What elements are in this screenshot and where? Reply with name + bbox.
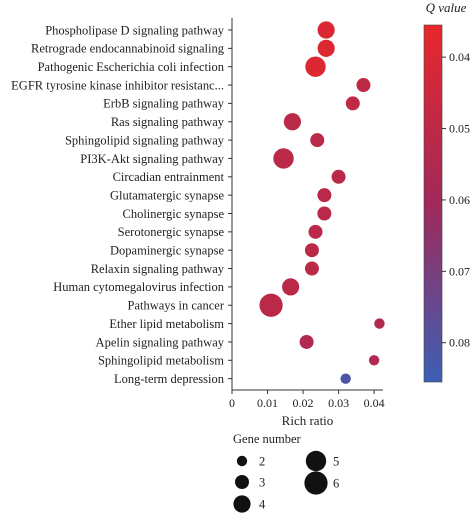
category-label: EGFR tyrosine kinase inhibitor resistanc… [11, 78, 224, 92]
category-label: Apelin signaling pathway [96, 335, 225, 349]
colorbar-gradient [423, 24, 443, 383]
x-tick-label: 0.01 [257, 396, 278, 410]
x-tick-label: 0.04 [364, 396, 385, 410]
x-tick-label: 0 [229, 396, 235, 410]
category-label: Ether lipid metabolism [109, 317, 224, 331]
category-label: Long-term depression [114, 372, 225, 386]
category-label: Pathways in cancer [128, 299, 225, 313]
colorbar-tick-label: 0.07 [449, 264, 470, 278]
category-label: Phospholipase D signaling pathway [45, 23, 225, 37]
colorbar-tick-label: 0.04 [449, 50, 470, 64]
size-legend-label: 3 [259, 476, 265, 490]
colorbar-tick-label: 0.05 [449, 122, 470, 136]
size-legend-marker [233, 495, 251, 513]
x-tick-label: 0.03 [328, 396, 349, 410]
size-legend: Gene number 2 3 4 5 6 [233, 432, 339, 513]
plot-area [228, 18, 383, 391]
data-point [308, 224, 323, 239]
size-legend-title: Gene number [233, 432, 302, 446]
data-point [282, 278, 300, 296]
category-label: Glutamatergic synapse [110, 188, 224, 202]
data-point [304, 261, 319, 276]
x-tick-label: 0.02 [293, 396, 314, 410]
category-labels: Phospholipase D signaling pathway Retrogr… [11, 23, 225, 386]
x-axis: 0 0.01 0.02 0.03 0.04 [229, 390, 385, 410]
size-legend-marker [304, 471, 328, 495]
category-label: Circadian entrainment [113, 170, 225, 184]
size-legend-label: 2 [259, 455, 265, 469]
size-legend-marker [235, 475, 249, 489]
data-point [283, 113, 301, 131]
data-point [317, 39, 335, 57]
category-label: Serotonergic synapse [118, 225, 225, 239]
data-point [305, 56, 326, 77]
data-points [259, 21, 385, 384]
data-point [273, 148, 294, 169]
data-point [310, 133, 325, 148]
size-legend-marker [236, 455, 248, 467]
data-point [317, 21, 335, 39]
category-label: Relaxin signaling pathway [91, 262, 225, 276]
colorbar-title: Q value [426, 0, 467, 15]
size-legend-label: 5 [333, 455, 339, 469]
data-point [331, 169, 346, 184]
data-point [345, 96, 360, 111]
data-point [317, 188, 332, 203]
size-legend-label: 4 [259, 498, 266, 512]
data-point [340, 373, 351, 384]
size-legend-marker [305, 450, 327, 472]
category-label: Ras signaling pathway [111, 115, 225, 129]
category-label: PI3K-Akt signaling pathway [80, 152, 224, 166]
category-label: Sphingolipid signaling pathway [65, 133, 225, 147]
data-point [259, 293, 283, 317]
category-label: Sphingolipid metabolism [98, 354, 224, 368]
category-label: Human cytomegalovirus infection [53, 280, 225, 294]
category-label: Pathogenic Escherichia coli infection [38, 60, 225, 74]
colorbar-legend: Q value 0.04 0.05 0.06 0.07 0.08 [423, 0, 470, 383]
data-point [374, 318, 385, 329]
data-point [317, 206, 332, 221]
data-point [368, 355, 380, 366]
colorbar-tick-label: 0.06 [449, 193, 470, 207]
size-legend-label: 6 [333, 477, 339, 491]
x-axis-title: Rich ratio [282, 413, 334, 428]
category-label: Dopaminergic synapse [110, 244, 224, 258]
category-label: Retrograde endocannabinoid signaling [31, 42, 225, 56]
data-point [356, 78, 371, 93]
data-point [299, 334, 314, 349]
category-label: ErbB signaling pathway [103, 97, 225, 111]
data-point [304, 243, 319, 258]
category-label: Cholinergic synapse [123, 207, 225, 221]
colorbar-tick-label: 0.08 [449, 336, 470, 350]
